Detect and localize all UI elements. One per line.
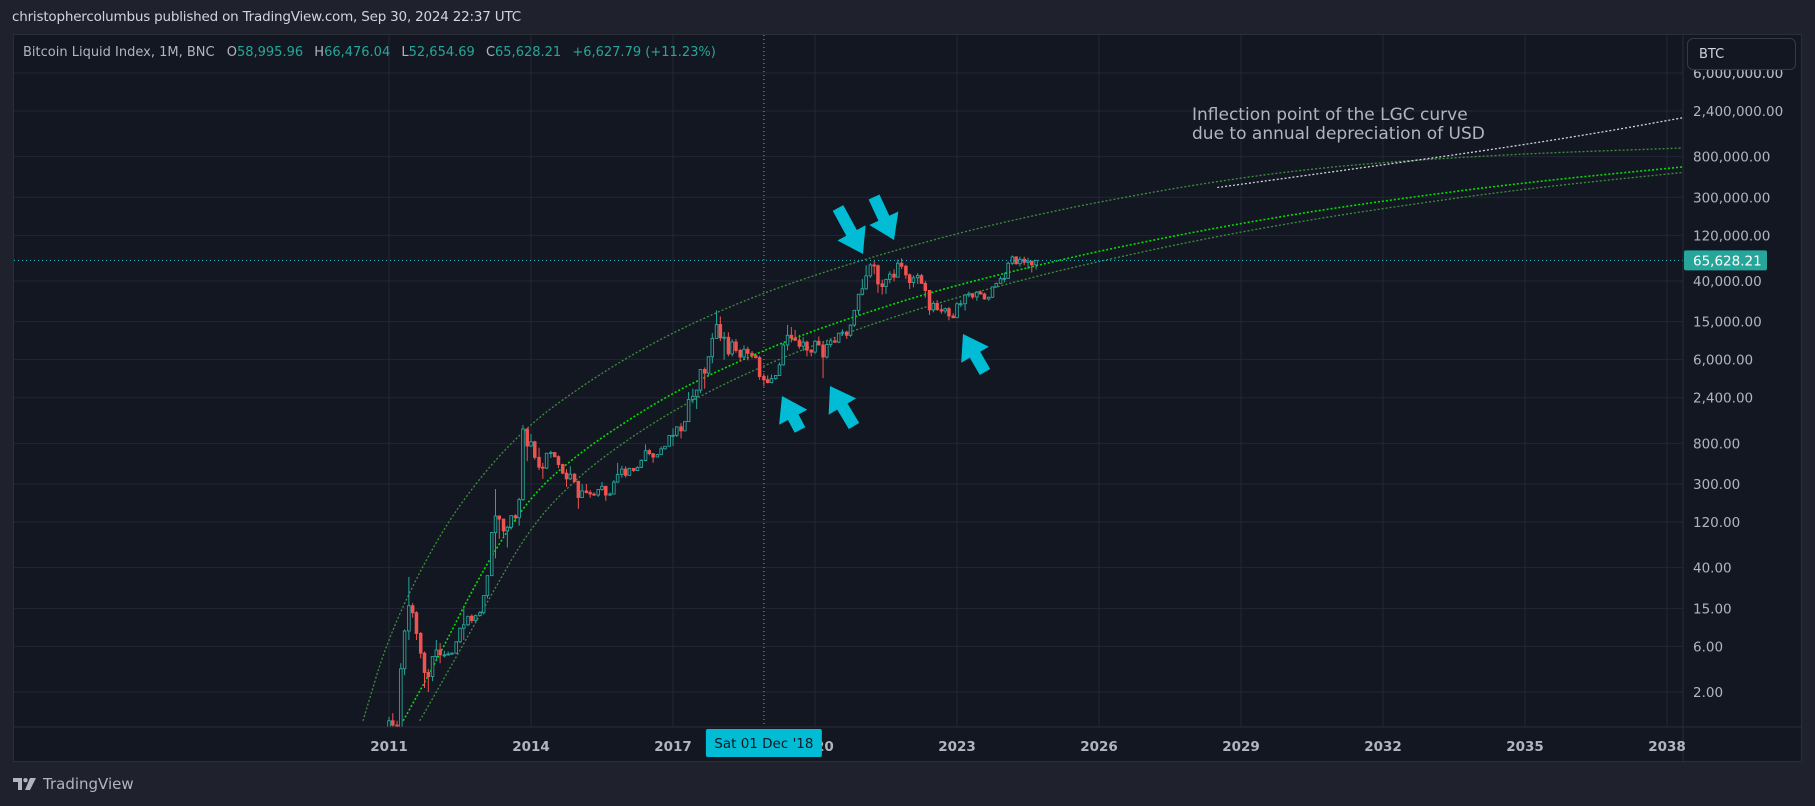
price-tick-label: 40,000.00: [1693, 274, 1762, 290]
legend-open: 58,995.96: [236, 45, 304, 60]
legend-close: 65,628.21: [495, 45, 562, 60]
price-tick-label: 2,400.00: [1693, 391, 1753, 407]
time-tick-label: 2011: [370, 739, 408, 755]
time-tick-label: 2038: [1648, 739, 1686, 755]
legend-high-key: H: [314, 45, 325, 60]
legend-open-key: O: [226, 45, 237, 60]
price-tick-label: 300.00: [1693, 477, 1740, 493]
publish-line: christophercolumbus published on Trading…: [12, 9, 521, 25]
crosshair: [14, 35, 1683, 727]
currency-button[interactable]: BTC: [1687, 38, 1796, 70]
last-price-label: 65,628.21: [1693, 253, 1762, 269]
annotation-arrows: [779, 194, 991, 433]
price-tick-label: 800.00: [1693, 436, 1740, 452]
crosshair-date-label: Sat 01 Dec '18: [714, 736, 813, 752]
price-tick-label: 15,000.00: [1693, 315, 1762, 331]
grid-lines: [14, 35, 1683, 727]
time-tick-label: 2035: [1506, 739, 1544, 755]
time-tick-label: 2023: [938, 739, 976, 755]
last-price-badge: [1684, 250, 1767, 271]
price-tick-label: 2,400,000.00: [1693, 104, 1783, 120]
legend-change: +6,627.79 (+11.23%): [572, 45, 716, 60]
time-tick-label: 2017: [654, 739, 692, 755]
price-tick-label: 2.00: [1693, 685, 1723, 701]
crosshair-date-badge: [705, 729, 822, 757]
price-tick-label: 6.00: [1693, 639, 1723, 655]
tradingview-logo-icon: [13, 778, 36, 790]
time-tick-label: 2029: [1222, 739, 1260, 755]
legend-high: 66,476.04: [324, 45, 391, 60]
annotation-line-1: Inflection point of the LGC curve: [1192, 105, 1468, 125]
candlestick-series: [387, 255, 1038, 727]
time-tick-label: 2032: [1364, 739, 1402, 755]
footer-brand: TradingView: [43, 775, 134, 793]
price-tick-label-clipped: 6,000,000.00: [1693, 66, 1783, 82]
legend-close-key: C: [485, 45, 496, 60]
price-tick-label: 120.00: [1693, 515, 1740, 531]
legend-low-key: L: [401, 45, 409, 60]
tradingview-logo[interactable]: TradingView: [13, 775, 134, 793]
price-tick-label: 120,000.00: [1693, 228, 1770, 244]
price-tick-label: 40.00: [1693, 561, 1732, 577]
axes: 6,000,000.00 2,400,000.00 800,000.00 300,00…: [14, 35, 1802, 762]
time-tick-label: 2014: [512, 739, 550, 755]
annotation-line-2: due to annual depreciation of USD: [1192, 124, 1485, 144]
price-tick-label: 300,000.00: [1693, 190, 1770, 206]
time-tick-label: 2026: [1080, 739, 1118, 755]
price-tick-label: 15.00: [1693, 601, 1732, 617]
lgc-curves: [362, 117, 1683, 722]
legend-low: 52,654.69: [408, 45, 475, 60]
price-tick-label: 6,000.00: [1693, 353, 1753, 369]
legend-symbol: Bitcoin Liquid Index, 1M, BNC: [23, 45, 215, 60]
series-legend: Bitcoin Liquid Index, 1M, BNC O58,995.96…: [23, 45, 716, 60]
price-tick-label: 800,000.00: [1693, 150, 1770, 166]
